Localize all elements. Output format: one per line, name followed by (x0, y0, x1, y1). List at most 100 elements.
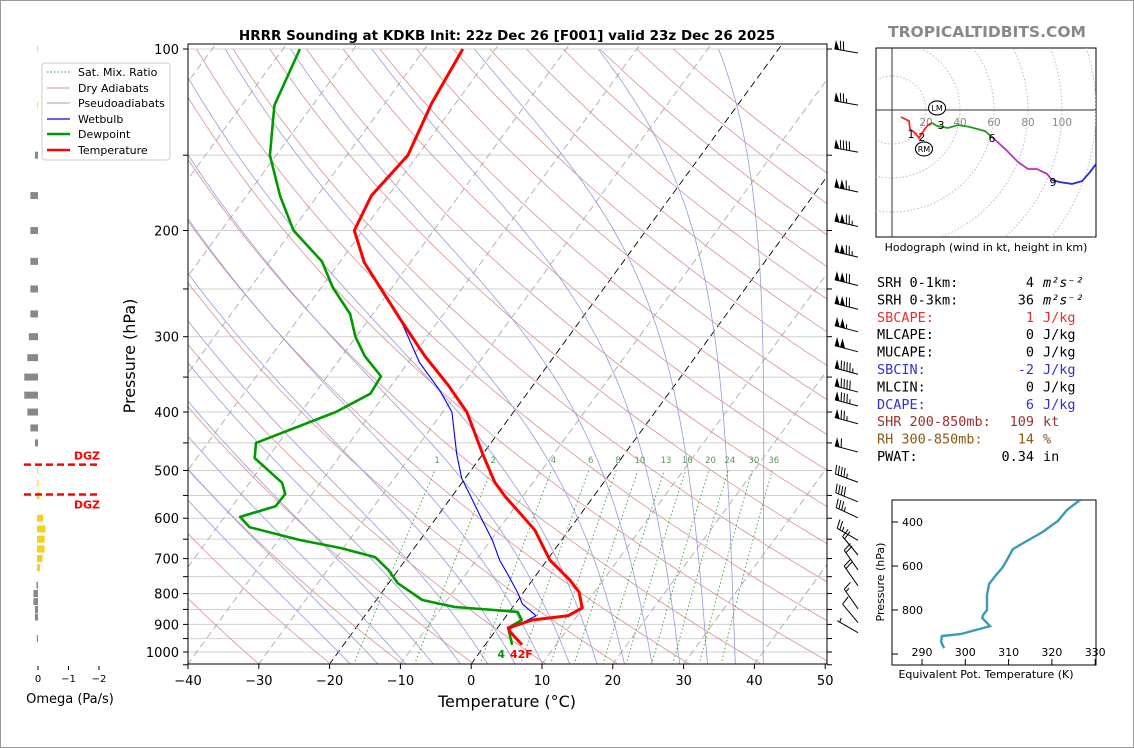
x-tick-label: 40 (746, 674, 763, 689)
y-tick-label: 200 (154, 225, 179, 240)
omega-x-tick-label: 0 (35, 674, 41, 685)
skewt-profiles (238, 48, 584, 646)
isotherm (329, 44, 783, 664)
barb-full (835, 498, 839, 508)
param-value: 0 (1026, 345, 1034, 361)
omega-bar-descent (30, 285, 38, 293)
barb-full (838, 499, 842, 510)
param-label: SBCIN: (877, 362, 926, 378)
thetae-x-tick-label: 320 (1041, 646, 1062, 659)
dry-adiabat (188, 282, 619, 664)
dry-adiabat (196, 48, 827, 622)
hodograph-ring-label: 20 (919, 117, 932, 129)
param-unit: m²s⁻² (1042, 275, 1084, 291)
legend-box (41, 62, 171, 161)
mixing-ratio-line (414, 470, 492, 664)
barb-staff (842, 536, 859, 556)
y-tick-label: 600 (154, 512, 179, 527)
barb-staff (834, 48, 859, 54)
barb-full (840, 466, 843, 477)
hodograph-caption: Hodograph (wind in kt, height in km) (885, 241, 1088, 254)
hodograph-height-label: 1 (908, 128, 915, 141)
hodograph-segment (900, 116, 933, 140)
barb-flag (834, 437, 840, 448)
pseudoadiabat (188, 320, 489, 664)
param-label: MUCAPE: (877, 345, 934, 361)
barb-full (842, 596, 849, 605)
param-unit: % (1043, 432, 1051, 448)
chart-title: HRRR Sounding at KDKB Init: 22z Dec 26 [… (239, 28, 775, 44)
barb-half (845, 587, 850, 592)
param-unit: J/kg (1043, 310, 1076, 326)
y-tick-label: 700 (154, 553, 179, 568)
barb-flag (834, 139, 840, 149)
y-tick-label: 500 (154, 464, 179, 479)
param-unit: m²s⁻² (1042, 292, 1084, 308)
barb-full (843, 559, 851, 567)
y-tick-label: 900 (154, 618, 179, 633)
hodograph-panel: 20 40 60 80 100 1 23 6 9 LM RM (875, 47, 1097, 238)
wind-barb (834, 40, 859, 54)
wind-barb (834, 212, 859, 228)
barb-full (839, 520, 844, 531)
wind-barbs (834, 40, 859, 634)
param-label: RH 300-850mb: (877, 432, 983, 448)
dry-adiabat (489, 48, 827, 333)
omega-bar-descent (34, 613, 38, 621)
param-unit: J/kg (1043, 397, 1076, 413)
barb-staff (842, 603, 859, 623)
omega-bar-descent (33, 598, 38, 606)
isotherm (258, 44, 712, 664)
hodograph-ring-label: 60 (987, 117, 1000, 129)
wind-barb (834, 377, 859, 393)
storm-motion-marker (927, 100, 947, 116)
mixing-ratio-label: 6 (588, 456, 593, 466)
param-label: DCAPE: (877, 397, 926, 413)
thetae-panel: 400 600 800 290 300 310 320 330 (891, 499, 1106, 666)
legend-label: Wetbulb (78, 113, 123, 126)
dry-adiabat (342, 48, 827, 471)
isotherm (188, 44, 571, 568)
y-tick-label: 300 (154, 331, 179, 346)
param-label: MLCIN: (877, 379, 926, 395)
dgz-label: DGZ (74, 498, 100, 511)
barb-flag (834, 294, 840, 305)
omega-bar-ascent (37, 525, 46, 533)
omega-bar-descent (30, 310, 38, 318)
x-tick-label: 0 (467, 674, 475, 689)
param-label: SRH 0-1km: (877, 275, 958, 291)
mixing-ratio-line (602, 470, 665, 664)
pseudoadiabat (188, 400, 434, 664)
barb-flag (834, 391, 840, 402)
hodograph-height-label: 6 (988, 132, 995, 145)
param-value: 0 (1026, 327, 1034, 343)
isotherm (188, 44, 358, 277)
pseudoadiabat (188, 76, 598, 664)
isotherm (399, 78, 827, 664)
omega-bar-ascent (37, 564, 41, 572)
wind-barb (834, 359, 859, 375)
barb-half (843, 506, 846, 512)
hodograph-segment (1051, 163, 1096, 185)
barb-flag (834, 40, 840, 50)
pseudoadiabat (597, 48, 736, 664)
omega-bar-descent (28, 333, 38, 341)
barb-flag (834, 242, 840, 253)
isotherm (541, 272, 827, 664)
dry-adiabat (379, 48, 827, 436)
omega-bar-ascent (37, 479, 39, 487)
omega-bar-descent (36, 581, 38, 589)
wind-barb (834, 178, 859, 193)
barb-flag (839, 179, 845, 190)
omega-bar-descent (33, 590, 38, 598)
param-value: 4 (1026, 275, 1034, 291)
wind-barb (834, 391, 859, 407)
x-tick-label: −20 (316, 674, 343, 689)
y-tick-label: 400 (154, 406, 179, 421)
barb-flag (834, 316, 840, 327)
isotherm (188, 44, 500, 471)
pseudoadiabat (188, 435, 407, 664)
barb-full (843, 543, 851, 551)
